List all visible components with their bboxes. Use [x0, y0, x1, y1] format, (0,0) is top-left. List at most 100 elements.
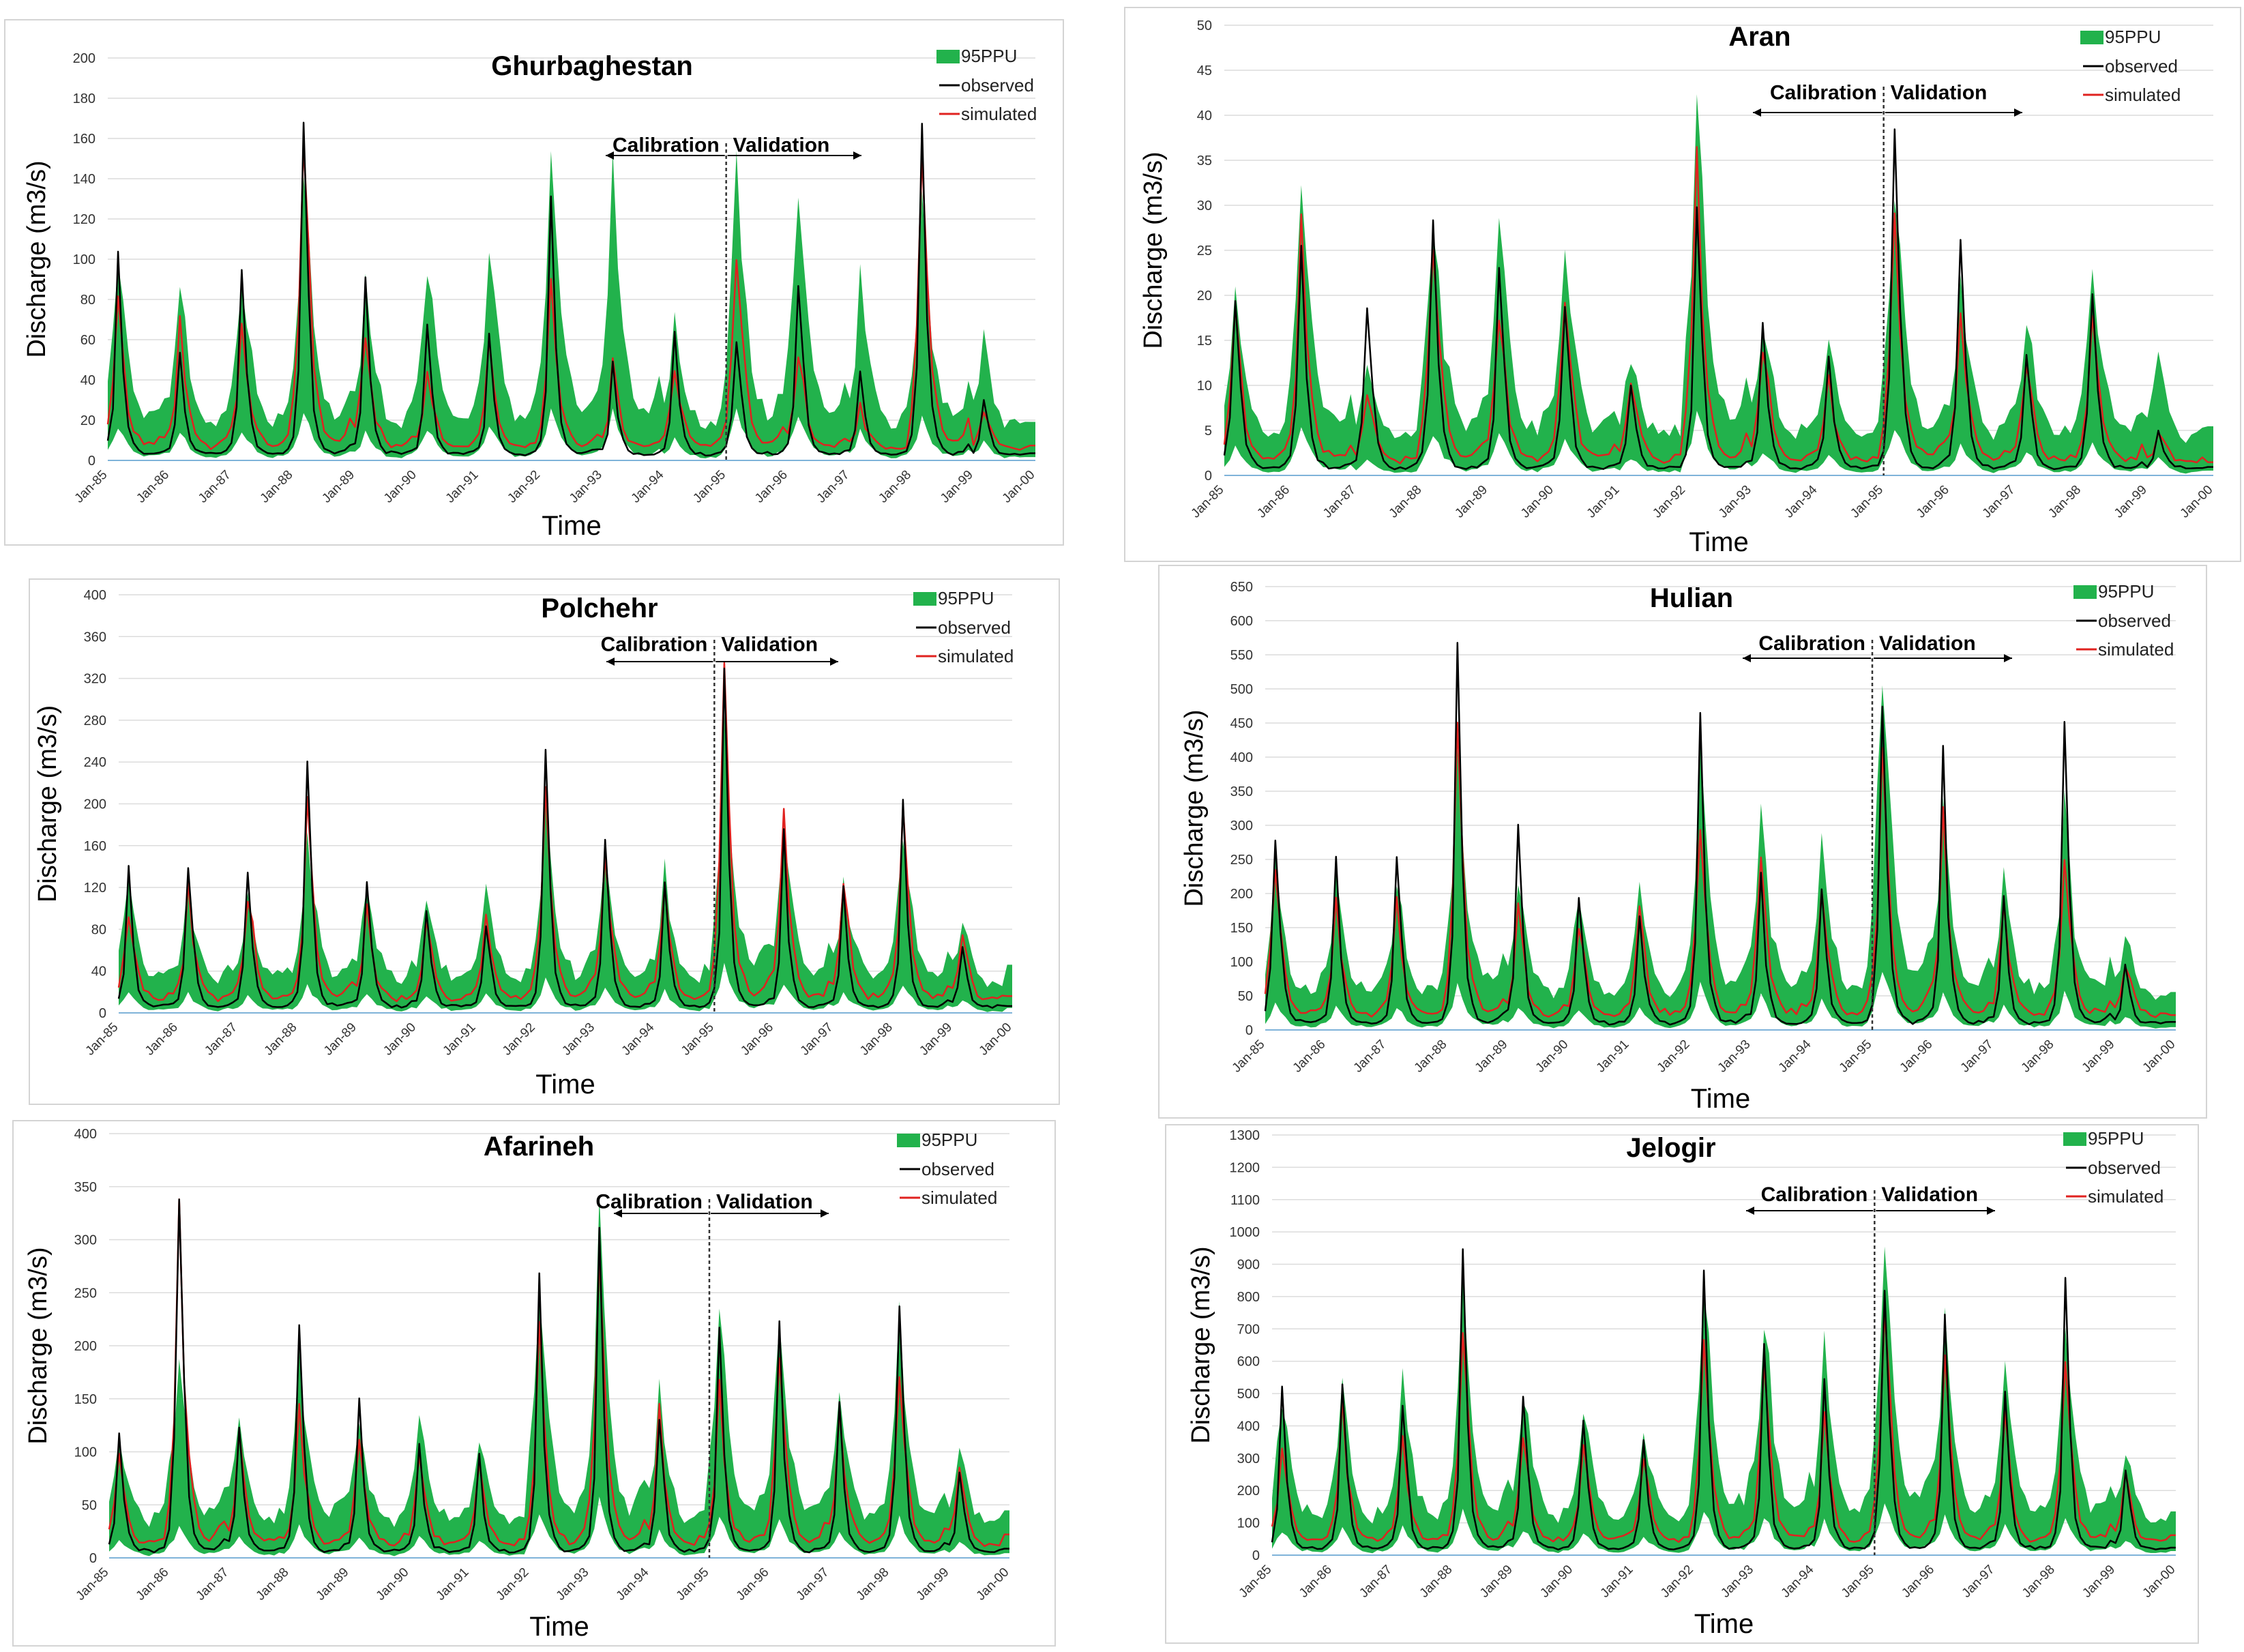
- x-tick-label: Jan-91: [1584, 483, 1623, 521]
- x-axis-label: Time: [1691, 1084, 1750, 1114]
- validation-label: Validation: [1879, 632, 1976, 655]
- validation-arrowhead: [830, 658, 838, 666]
- x-tick-label: Jan-87: [202, 1020, 240, 1059]
- validation-label: Validation: [1891, 81, 1988, 104]
- y-tick-label: 250: [1230, 853, 1253, 868]
- y-tick-label: 150: [74, 1392, 97, 1407]
- y-tick-label: 80: [80, 293, 95, 308]
- x-tick-label: Jan-86: [134, 1565, 172, 1604]
- y-tick-label: 320: [84, 672, 106, 687]
- y-tick-label: 180: [73, 91, 95, 106]
- chart-polchehr: 0 40 80 120 160 200 240 280 320 360 400 Jan-85 Jan-8…: [33, 588, 1015, 1100]
- calibration-label: Calibration: [1758, 632, 1865, 655]
- calibration-arrowhead: [614, 1209, 622, 1218]
- x-tick-label: Jan-98: [876, 468, 914, 506]
- x-axis-label: Time: [542, 511, 601, 541]
- legend-label-simulated: simulated: [938, 646, 1014, 666]
- y-axis-label: Discharge (m3/s): [24, 1247, 53, 1444]
- legend-swatch-95ppu: [2080, 31, 2103, 44]
- x-axis-label: Time: [529, 1612, 589, 1642]
- validation-label: Validation: [733, 134, 830, 156]
- x-tick-label: Jan-94: [1782, 482, 1820, 520]
- x-tick-label: Jan-95: [674, 1565, 712, 1604]
- x-tick-label: Jan-94: [1776, 1037, 1814, 1075]
- x-tick-label: Jan-00: [977, 1020, 1015, 1059]
- y-tick-label: 20: [80, 413, 95, 428]
- legend-label-95ppu: 95PPU: [2105, 27, 2161, 47]
- legend-label-observed: observed: [961, 75, 1034, 95]
- x-tick-label: Jan-86: [1254, 483, 1293, 521]
- x-tick-label: Jan-93: [567, 468, 605, 506]
- x-tick-label: Jan-94: [629, 467, 667, 505]
- y-tick-label: 400: [84, 588, 106, 603]
- x-tick-label: Jan-89: [321, 1020, 359, 1059]
- series-observed-line: [106, 121, 1035, 457]
- y-tick-label: 50: [82, 1498, 97, 1513]
- x-tick-label: Jan-87: [1320, 483, 1359, 521]
- chart-panel-aran: 0 5 10 15 20 25 30 35 40 45 50 Jan-85 Jan-86 Jan-87 Ja…: [1124, 7, 2241, 562]
- chart-title-hulian: Hulian: [1650, 583, 1733, 613]
- chart-title-jelogir: Jelogir: [1626, 1133, 1715, 1163]
- y-tick-label: 40: [1197, 108, 1212, 123]
- x-axis-label: Time: [1689, 527, 1748, 557]
- y-tick-label: 280: [84, 713, 106, 728]
- legend: 95PPU observed simulated: [2073, 581, 2174, 660]
- y-tick-label: 50: [1197, 18, 1212, 33]
- validation-arrowhead: [2014, 108, 2022, 117]
- x-tick-label: Jan-88: [1417, 1563, 1456, 1601]
- series-observed-line: [117, 667, 1012, 1009]
- x-tick-label: Jan-97: [1980, 483, 2018, 521]
- x-tick-label: Jan-96: [752, 468, 791, 506]
- legend-label-simulated: simulated: [2105, 85, 2181, 105]
- series-simulated-line: [1223, 146, 2213, 464]
- x-tick-label: Jan-87: [1351, 1037, 1389, 1076]
- x-tick-label: Jan-97: [814, 468, 853, 506]
- y-tick-label: 450: [1230, 716, 1253, 731]
- x-tick-label: Jan-95: [1848, 483, 1886, 521]
- y-tick-label: 30: [1197, 198, 1212, 213]
- y-tick-label: 1100: [1230, 1193, 1260, 1208]
- y-tick-label: 100: [1237, 1516, 1260, 1531]
- x-tick-label: Jan-99: [2112, 483, 2150, 521]
- x-tick-label: Jan-90: [1537, 1563, 1576, 1601]
- x-tick-label: Jan-92: [1658, 1563, 1696, 1601]
- x-tick-label: Jan-87: [196, 468, 234, 506]
- x-tick-label: Jan-89: [314, 1565, 352, 1604]
- x-tick-label: Jan-92: [1655, 1037, 1693, 1076]
- legend-label-95ppu: 95PPU: [2088, 1128, 2144, 1149]
- legend: 95PPU observed simulated: [897, 1130, 997, 1208]
- x-tick-label: Jan-00: [2140, 1037, 2179, 1076]
- series-95ppu-band: [119, 713, 1012, 1012]
- y-tick-label: 600: [1230, 614, 1253, 629]
- legend-label-95ppu: 95PPU: [938, 588, 994, 608]
- series-95ppu-band: [1265, 685, 2176, 1029]
- y-tick-label: 40: [80, 373, 95, 388]
- y-tick-label: 200: [73, 51, 95, 66]
- x-tick-label: Jan-93: [1715, 1037, 1754, 1076]
- x-tick-label: Jan-85: [83, 1020, 121, 1059]
- y-tick-label: 120: [73, 212, 95, 227]
- x-tick-label: Jan-96: [1898, 1037, 1936, 1076]
- y-tick-label: 120: [84, 881, 106, 896]
- y-axis-label: Discharge (m3/s): [1180, 709, 1209, 906]
- x-tick-label: Jan-91: [1594, 1037, 1632, 1076]
- chart-title-polchehr: Polchehr: [541, 593, 658, 623]
- validation-arrowhead: [853, 151, 861, 160]
- series-simulated-line: [108, 1198, 1009, 1548]
- calibration-arrowhead: [1743, 654, 1751, 662]
- x-tick-label: Jan-88: [262, 1020, 300, 1059]
- x-tick-label: Jan-85: [74, 1565, 112, 1604]
- calibration-label: Calibration: [595, 1190, 703, 1213]
- x-tick-label: Jan-98: [2020, 1563, 2058, 1601]
- series-95ppu-band: [108, 151, 1035, 458]
- x-tick-label: Jan-94: [1779, 1562, 1817, 1600]
- x-tick-label: Jan-90: [381, 1020, 419, 1059]
- x-tick-label: Jan-91: [434, 1565, 472, 1604]
- x-tick-label: Jan-90: [381, 468, 419, 506]
- x-tick-label: Jan-95: [679, 1020, 717, 1059]
- y-tick-label: 1200: [1230, 1160, 1260, 1175]
- x-tick-label: Jan-87: [194, 1565, 232, 1604]
- legend-label-95ppu: 95PPU: [921, 1130, 977, 1150]
- legend-label-95ppu: 95PPU: [2098, 581, 2154, 602]
- legend-label-simulated: simulated: [2098, 639, 2174, 660]
